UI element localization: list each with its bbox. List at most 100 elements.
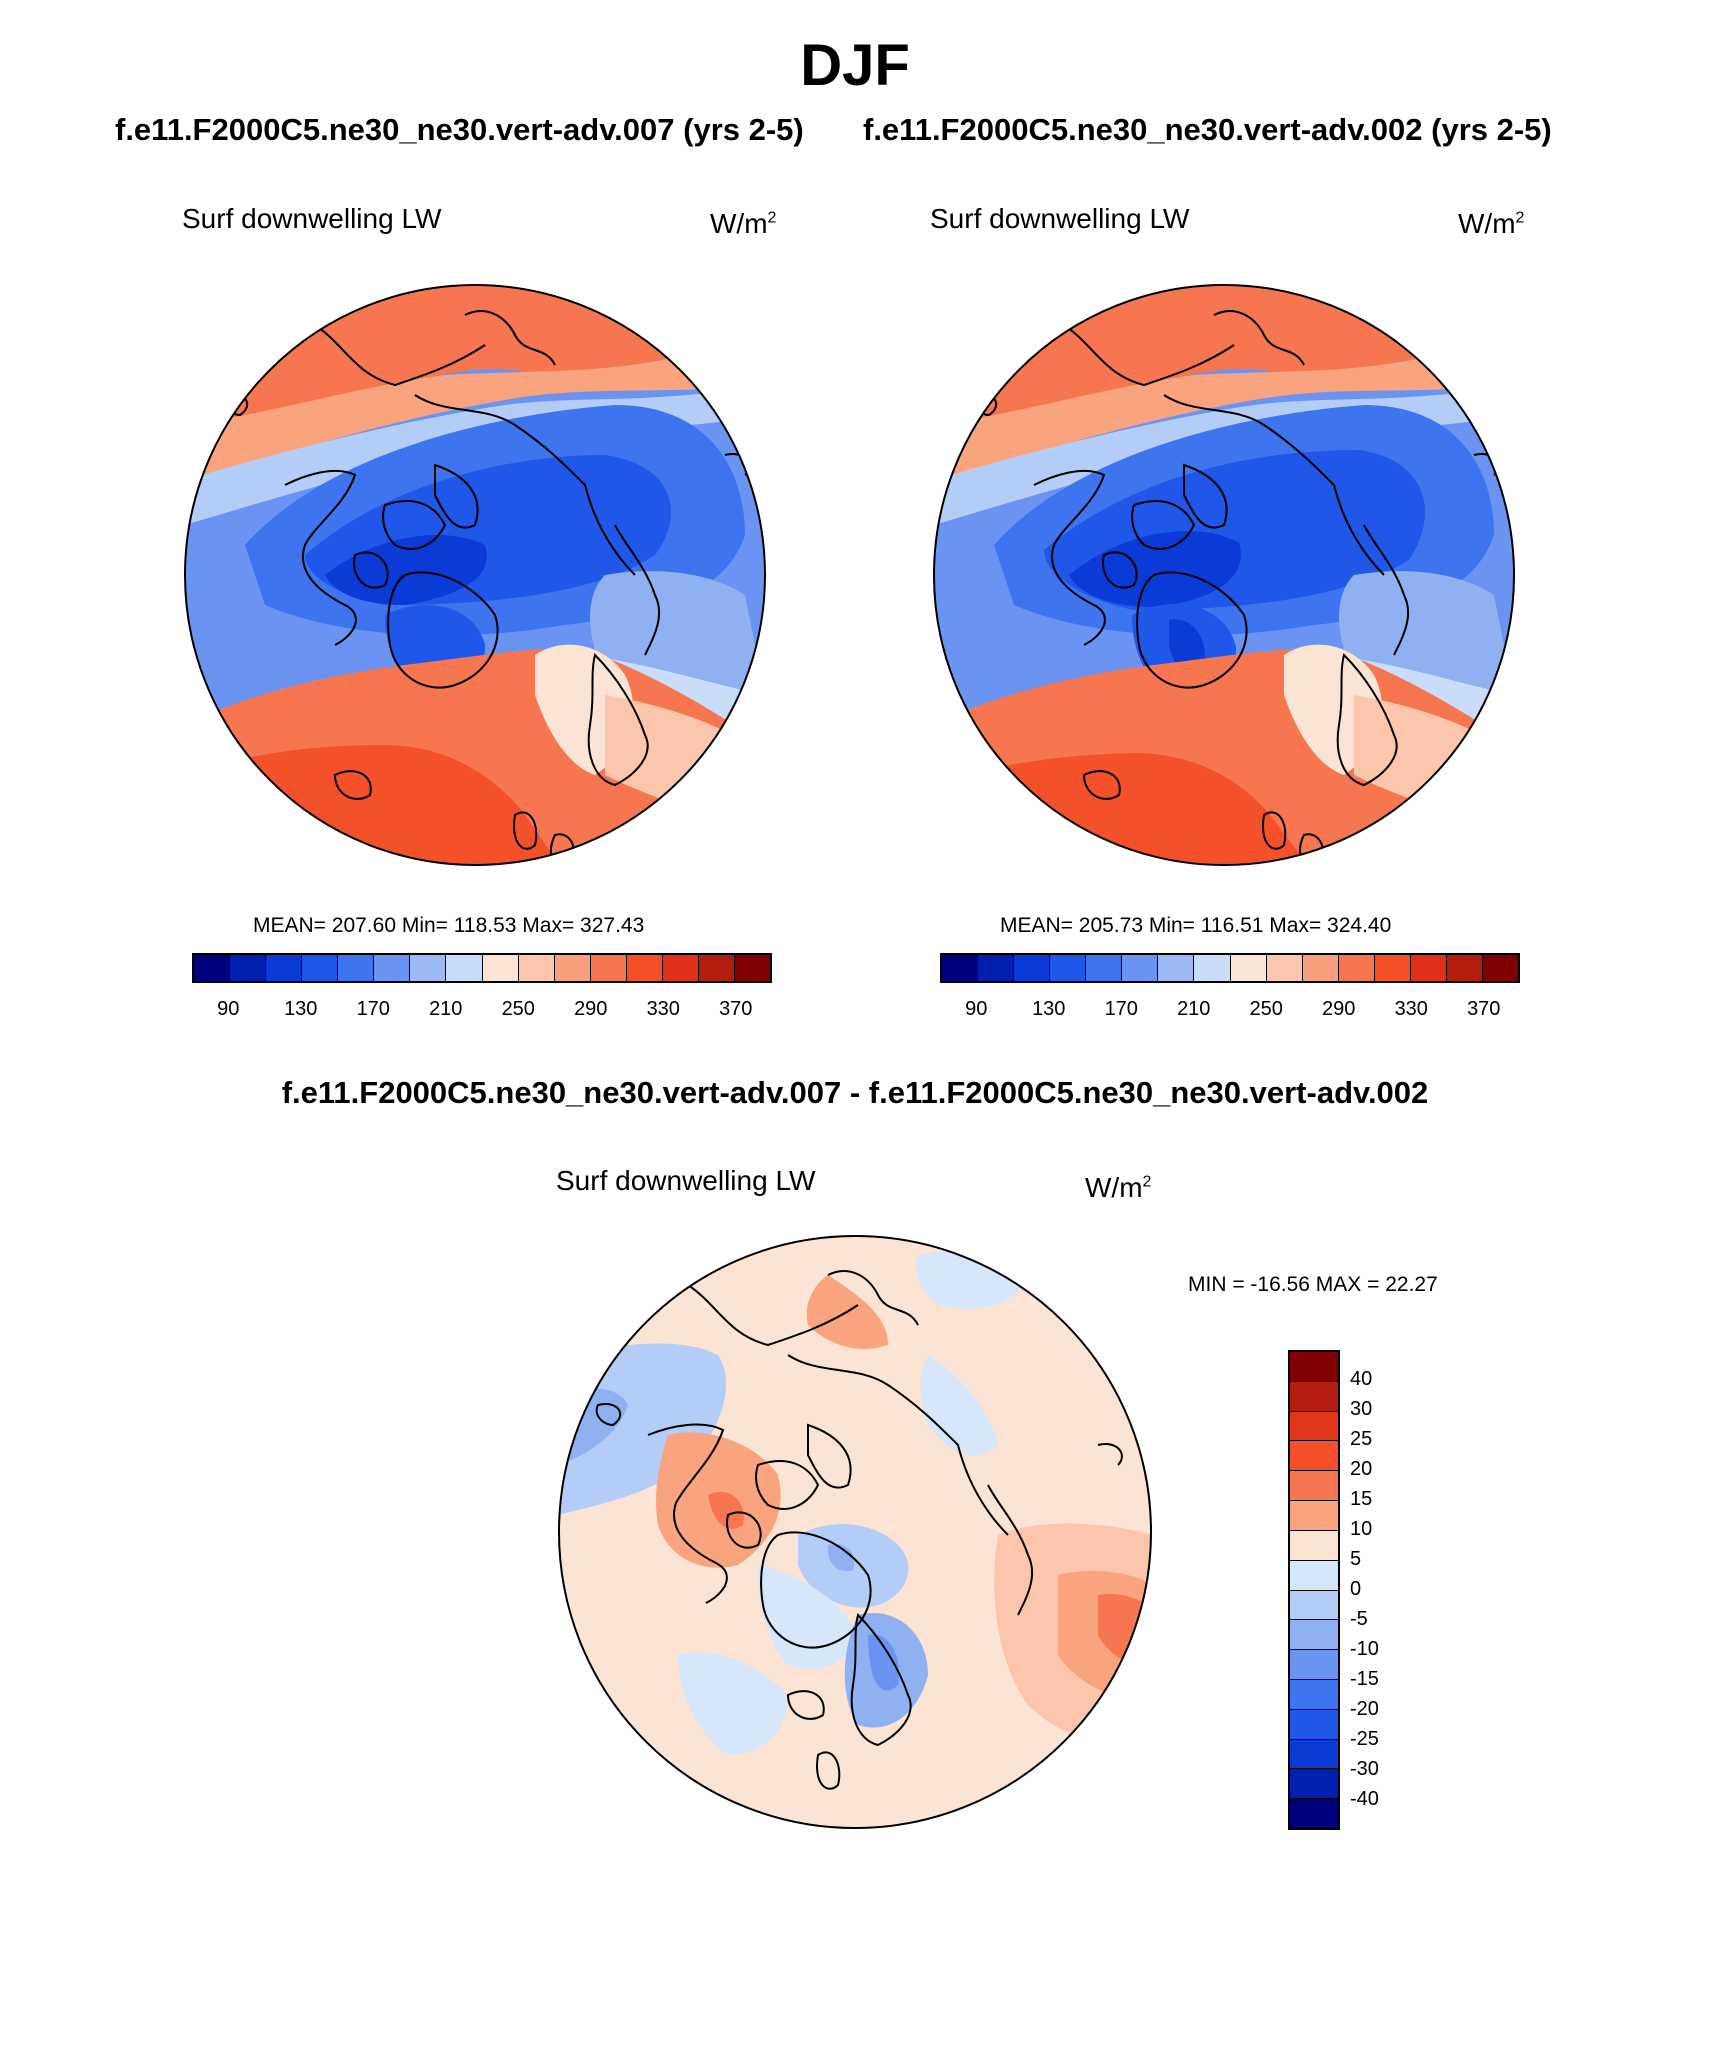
right-colorbar-swatch [1050, 955, 1087, 981]
diff-colorbar-tick-label: 25 [1350, 1428, 1373, 1450]
left-colorbar [192, 953, 772, 983]
right-colorbar-ticks: 90 130 170 210 250 290 330 370 [940, 998, 1520, 1022]
diff-colorbar-tick-label: 10 [1350, 1518, 1373, 1540]
diff-colorbar-swatch [1290, 1560, 1338, 1591]
left-colorbar-swatch [698, 955, 735, 981]
left-colorbar-tick-label: 90 [217, 998, 240, 1020]
left-variable-label: Surf downwelling LW [182, 203, 442, 234]
diff-colorbar-tick-label: 15 [1350, 1488, 1373, 1510]
left-colorbar-swatch [626, 955, 663, 981]
diff-colorbar-swatch [1290, 1799, 1338, 1828]
right-variable-label: Surf downwelling LW [930, 203, 1190, 234]
left-colorbar-swatch [518, 955, 555, 981]
right-colorbar-swatch [1482, 955, 1518, 981]
diff-colorbar-tick-label: -10 [1350, 1638, 1379, 1660]
left-colorbar-tick-label: 210 [429, 998, 463, 1020]
left-stats: MEAN= 207.60 Min= 118.53 Max= 327.43 [253, 914, 645, 937]
diff-colorbar-tick-label: -40 [1350, 1788, 1379, 1810]
right-colorbar-tick-label: 170 [1104, 998, 1138, 1020]
right-polar-map [933, 284, 1515, 866]
diff-colorbar-swatch [1290, 1381, 1338, 1412]
difference-title: f.e11.F2000C5.ne30_ne30.vert-adv.007 - f… [281, 1075, 1429, 1110]
left-colorbar-swatch [194, 955, 231, 981]
left-colorbar-tick-label: 290 [574, 998, 608, 1020]
left-colorbar-tick-label: 170 [356, 998, 390, 1020]
diff-colorbar-swatch [1290, 1352, 1338, 1382]
diff-colorbar-tick-label: -15 [1350, 1668, 1379, 1690]
right-colorbar-swatch [1266, 955, 1303, 981]
diff-variable-label: Surf downwelling LW [556, 1165, 816, 1196]
left-colorbar-swatch [302, 955, 339, 981]
right-colorbar-swatch [1338, 955, 1375, 981]
diff-colorbar-swatch [1290, 1679, 1338, 1710]
diff-colorbar-swatch [1290, 1739, 1338, 1770]
right-colorbar-swatch [1122, 955, 1159, 981]
right-colorbar-tick-label: 370 [1467, 998, 1501, 1020]
left-colorbar-swatch [554, 955, 591, 981]
left-colorbar-swatch [266, 955, 303, 981]
diff-colorbar-tick-label: 30 [1350, 1398, 1373, 1420]
diff-units-label: W/m2 [1085, 1172, 1152, 1203]
left-colorbar-tick-label: 330 [646, 998, 680, 1020]
right-colorbar-tick-label: 250 [1249, 998, 1283, 1020]
diff-colorbar-tick-label: 40 [1350, 1368, 1373, 1390]
right-colorbar-swatch [1086, 955, 1123, 981]
left-colorbar-swatch [410, 955, 447, 981]
left-colorbar-swatch [590, 955, 627, 981]
right-colorbar-swatch [1158, 955, 1195, 981]
right-colorbar-swatch [1014, 955, 1051, 981]
diff-colorbar [1288, 1350, 1340, 1830]
diff-colorbar-tick-label: -25 [1350, 1728, 1379, 1750]
right-colorbar-swatch [1194, 955, 1231, 981]
diff-colorbar-tick-label: -30 [1350, 1758, 1379, 1780]
right-colorbar-tick-label: 210 [1177, 998, 1211, 1020]
left-colorbar-swatch [482, 955, 519, 981]
right-colorbar-tick-label: 290 [1322, 998, 1356, 1020]
left-units-label: W/m2 [710, 208, 777, 239]
right-units-label: W/m2 [1458, 208, 1525, 239]
left-case-title: f.e11.F2000C5.ne30_ne30.vert-adv.007 (yr… [115, 112, 804, 147]
season-title: DJF [800, 33, 910, 98]
right-colorbar-tick-label: 130 [1032, 998, 1066, 1020]
left-colorbar-swatch [662, 955, 699, 981]
right-colorbar-swatch [942, 955, 979, 981]
left-polar-map [184, 284, 766, 866]
left-colorbar-swatch [230, 955, 267, 981]
diff-colorbar-swatch [1290, 1530, 1338, 1561]
right-colorbar-swatch [1410, 955, 1447, 981]
left-colorbar-tick-label: 250 [501, 998, 535, 1020]
right-colorbar-swatch [1230, 955, 1267, 981]
right-colorbar [940, 953, 1520, 983]
left-colorbar-swatch [446, 955, 483, 981]
diff-colorbar-swatch [1290, 1769, 1338, 1800]
diff-colorbar-tick-label: -20 [1350, 1698, 1379, 1720]
diff-colorbar-tick-label: 20 [1350, 1458, 1373, 1480]
right-colorbar-swatch [1302, 955, 1339, 981]
right-stats: MEAN= 205.73 Min= 116.51 Max= 324.40 [1000, 914, 1392, 937]
diff-colorbar-ticks: 40 30 25 20 15 10 5 0 -5 -10 -15 -20 -25 -30 -40 [1350, 1350, 1430, 1830]
left-colorbar-swatch [338, 955, 375, 981]
right-colorbar-tick-label: 330 [1394, 998, 1428, 1020]
left-colorbar-tick-label: 370 [719, 998, 753, 1020]
diff-colorbar-tick-label: -5 [1350, 1608, 1368, 1630]
diff-polar-map [558, 1235, 1152, 1829]
diff-colorbar-swatch [1290, 1620, 1338, 1651]
right-colorbar-tick-label: 90 [965, 998, 988, 1020]
diff-colorbar-swatch [1290, 1650, 1338, 1680]
diff-stats: MIN = -16.56 MAX = 22.27 [1188, 1273, 1438, 1296]
diff-colorbar-swatch [1290, 1471, 1338, 1502]
left-colorbar-swatch [734, 955, 770, 981]
diff-colorbar-swatch [1290, 1441, 1338, 1472]
left-colorbar-tick-label: 130 [284, 998, 318, 1020]
diff-colorbar-tick-label: 0 [1350, 1578, 1362, 1600]
diff-colorbar-swatch [1290, 1411, 1338, 1442]
left-colorbar-swatch [374, 955, 411, 981]
left-colorbar-ticks: 90 130 170 210 250 290 330 370 [192, 998, 772, 1022]
diff-colorbar-swatch [1290, 1501, 1338, 1531]
right-colorbar-swatch [1374, 955, 1411, 981]
right-case-title: f.e11.F2000C5.ne30_ne30.vert-adv.002 (yr… [863, 112, 1552, 147]
right-colorbar-swatch [1446, 955, 1483, 981]
diff-colorbar-swatch [1290, 1590, 1338, 1621]
right-colorbar-swatch [978, 955, 1015, 981]
diff-colorbar-tick-label: 5 [1350, 1548, 1362, 1570]
